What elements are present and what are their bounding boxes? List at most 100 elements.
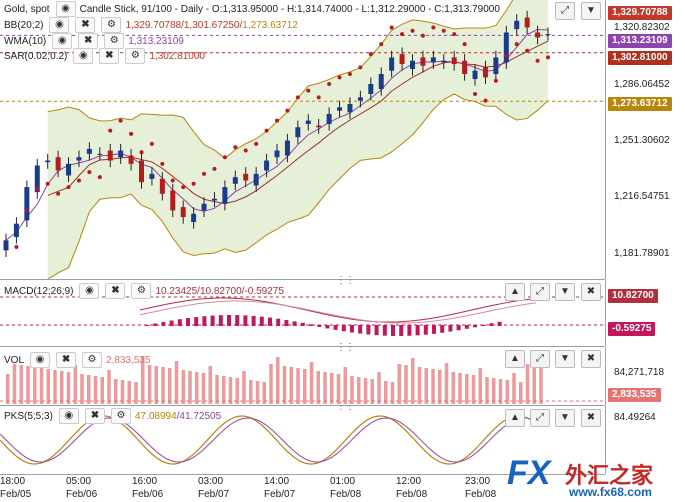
macd-histogram-bar [292, 321, 297, 326]
eye-icon[interactable]: ◉ [58, 408, 79, 424]
maximize-icon[interactable]: ⤢ [530, 283, 550, 301]
sar-dot [285, 108, 290, 113]
volume-chart[interactable] [0, 347, 605, 405]
wma-value: 1,313.23109 [128, 35, 184, 47]
sar-dot [243, 148, 248, 153]
candle-body [378, 74, 384, 90]
volume-bar [532, 365, 536, 404]
eye-icon[interactable]: ◉ [79, 283, 100, 299]
sar-dot [212, 166, 217, 171]
sar-dot [493, 78, 498, 83]
candle-body [107, 150, 113, 161]
candle-body [472, 70, 478, 80]
arrow-up-icon[interactable]: ▲ [505, 409, 525, 427]
volume-bar [289, 367, 293, 404]
gear-icon[interactable]: ⚙ [101, 17, 122, 33]
gear-icon[interactable]: ⚙ [110, 408, 131, 424]
vol-label: VOL [4, 354, 25, 366]
candle-body [514, 20, 520, 30]
candle-body [316, 125, 322, 128]
eye-icon[interactable]: ◉ [52, 33, 73, 49]
close-icon[interactable]: ✖ [56, 352, 77, 368]
close-icon[interactable]: ✖ [581, 350, 601, 368]
candle-body [86, 148, 92, 154]
candle-body [545, 34, 551, 36]
volume-bar [458, 373, 462, 404]
close-icon[interactable]: ✖ [75, 17, 96, 33]
eye-icon[interactable]: ◉ [55, 1, 76, 17]
candle-body [180, 207, 186, 218]
candle-body [368, 84, 374, 94]
gear-icon[interactable]: ⚙ [125, 48, 146, 64]
gear-icon[interactable]: ⚙ [82, 352, 103, 368]
volume-bar [525, 364, 530, 404]
volume-bar [492, 378, 496, 404]
price-pane[interactable]: Gold, spot ◉ Candle Stick, 91/100 - Dail… [0, 0, 605, 280]
volume-bar [303, 369, 307, 404]
maximize-icon[interactable]: ⤢ [555, 2, 575, 20]
sar-dot [149, 141, 154, 146]
x-date-label: Feb/06 [132, 489, 164, 500]
macd-histogram-bar [350, 325, 354, 333]
arrow-down-icon[interactable]: ▼ [555, 350, 575, 368]
eye-icon[interactable]: ◉ [73, 48, 94, 64]
candle-body [337, 107, 343, 111]
close-icon[interactable]: ✖ [581, 283, 601, 301]
y-tick: 1,181.78901 [614, 248, 670, 259]
candle-body [128, 155, 134, 164]
candle-body [232, 177, 238, 184]
signal-tag: -0.59275 [608, 322, 656, 336]
macd-histogram-bar [309, 324, 313, 326]
volume-bar [215, 375, 219, 404]
bb-lower-tag: 1,273.63712 [608, 97, 672, 111]
resize-handle[interactable]: ⋮⋮ [336, 275, 355, 286]
close-icon[interactable]: ✖ [99, 48, 120, 64]
wma-line [5, 29, 549, 241]
resize-handle[interactable]: ⋮⋮ [336, 342, 355, 353]
arrow-up-icon[interactable]: ▲ [505, 283, 525, 301]
arrow-up-icon[interactable]: ▲ [505, 350, 525, 368]
gear-icon[interactable]: ⚙ [104, 33, 125, 49]
candle-body [201, 203, 207, 211]
gear-icon[interactable]: ⚙ [131, 283, 152, 299]
arrow-down-icon[interactable]: ▼ [555, 283, 575, 301]
maximize-icon[interactable]: ⤢ [530, 409, 550, 427]
macd-histogram-bar [489, 323, 494, 326]
volume-bar [80, 374, 84, 404]
close-icon[interactable]: ✖ [581, 409, 601, 427]
macd-legend-row: MACD(12;26;9) ◉ ✖ ⚙ 10.23425/10.82700/-0… [4, 283, 284, 299]
close-icon[interactable]: ✖ [105, 283, 126, 299]
macd-values: 10.23425/10.82700/-0.59275 [155, 285, 284, 297]
volume-bar [323, 372, 327, 404]
volume-bar [316, 371, 320, 404]
sar-dot [410, 28, 415, 33]
eye-icon[interactable]: ◉ [30, 352, 51, 368]
macd-histogram-bar [202, 316, 207, 326]
macd-histogram-bar [276, 318, 281, 326]
sar-dot [160, 161, 165, 166]
close-icon[interactable]: ✖ [78, 33, 99, 49]
volume-pane[interactable]: ⋮⋮ VOL ◉ ✖ ⚙ 2,833,535 ▲ ⤢ ▼ ✖ [0, 342, 605, 406]
sar-dot [525, 48, 530, 53]
pks-pane[interactable]: ⋮⋮ PKS(5;5;3) ◉ ✖ ⚙ 47.08994/41.72505 ▲ … [0, 401, 605, 475]
macd-chart[interactable] [0, 280, 605, 346]
volume-bar [181, 370, 185, 404]
maximize-icon[interactable]: ⤢ [530, 350, 550, 368]
arrow-down-icon[interactable]: ▼ [555, 409, 575, 427]
macd-pane[interactable]: ⋮⋮ MACD(12;26;9) ◉ ✖ ⚙ 10.23425/10.82700… [0, 275, 605, 347]
sar-dot [191, 181, 196, 186]
macd-histogram-bar [251, 315, 256, 326]
macd-histogram-bar [210, 315, 215, 326]
volume-bar [114, 379, 118, 404]
macd-histogram-bar [415, 325, 420, 336]
candle-body [399, 54, 405, 65]
eye-icon[interactable]: ◉ [49, 17, 70, 33]
price-chart[interactable] [0, 0, 605, 279]
chevron-down-icon[interactable]: ▼ [581, 2, 601, 20]
resize-handle[interactable]: ⋮⋮ [336, 401, 355, 412]
close-icon[interactable]: ✖ [84, 408, 105, 424]
sar-dot [389, 25, 394, 30]
macd-histogram-bar [161, 321, 166, 326]
x-time-label: 16:00 [132, 476, 158, 487]
watermark-cn: 外汇之家 [565, 463, 654, 488]
